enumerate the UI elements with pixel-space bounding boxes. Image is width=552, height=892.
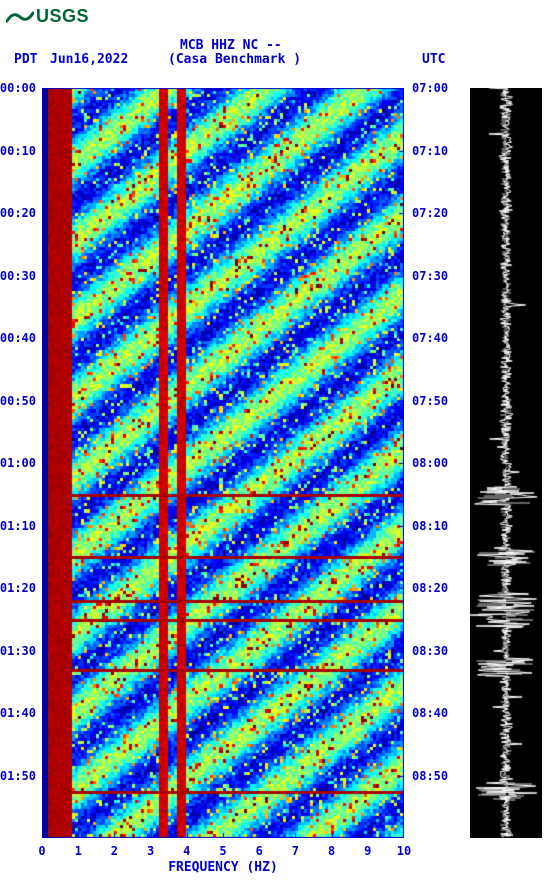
y-axis-right: 07:0007:1007:2007:3007:4007:5008:0008:10… (408, 88, 452, 838)
tz-right-label: UTC (422, 52, 445, 67)
y-tick-left: 01:30 (0, 644, 36, 658)
x-tick: 1 (75, 844, 82, 858)
x-axis-label: FREQUENCY (HZ) (42, 860, 404, 875)
spectrogram-plot (42, 88, 404, 838)
tz-left-label: PDT (14, 52, 37, 67)
y-tick-left: 00:20 (0, 206, 36, 220)
x-tick: 2 (111, 844, 118, 858)
y-axis-left: 00:0000:1000:2000:3000:4000:5001:0001:10… (0, 88, 40, 838)
y-tick-left: 01:00 (0, 456, 36, 470)
x-tick: 6 (256, 844, 263, 858)
y-tick-right: 07:40 (412, 331, 448, 345)
y-tick-right: 08:50 (412, 769, 448, 783)
y-tick-left: 00:50 (0, 394, 36, 408)
y-tick-right: 07:50 (412, 394, 448, 408)
waveform-canvas (470, 88, 542, 838)
usgs-logo: USGS (6, 6, 89, 27)
y-tick-right: 07:10 (412, 144, 448, 158)
y-tick-left: 00:40 (0, 331, 36, 345)
y-tick-left: 00:10 (0, 144, 36, 158)
x-tick: 10 (397, 844, 411, 858)
x-tick: 7 (292, 844, 299, 858)
header-date: Jun16,2022 (50, 52, 128, 67)
usgs-wave-icon (6, 8, 34, 26)
y-tick-right: 07:00 (412, 81, 448, 95)
spectrogram-canvas (42, 88, 404, 838)
y-tick-left: 01:50 (0, 769, 36, 783)
y-tick-right: 08:00 (412, 456, 448, 470)
y-tick-right: 08:40 (412, 706, 448, 720)
y-tick-left: 01:10 (0, 519, 36, 533)
x-tick: 4 (183, 844, 190, 858)
waveform-side-panel (470, 88, 542, 838)
x-tick: 3 (147, 844, 154, 858)
station-name: (Casa Benchmark ) (168, 52, 301, 67)
y-tick-right: 07:20 (412, 206, 448, 220)
y-tick-right: 08:10 (412, 519, 448, 533)
x-tick: 5 (219, 844, 226, 858)
y-tick-left: 00:30 (0, 269, 36, 283)
x-axis: FREQUENCY (HZ) 012345678910 (42, 838, 404, 878)
x-tick: 0 (38, 844, 45, 858)
x-tick: 8 (328, 844, 335, 858)
usgs-logo-text: USGS (36, 6, 89, 27)
y-tick-right: 07:30 (412, 269, 448, 283)
y-tick-left: 00:00 (0, 81, 36, 95)
y-tick-left: 01:20 (0, 581, 36, 595)
y-tick-right: 08:20 (412, 581, 448, 595)
y-tick-left: 01:40 (0, 706, 36, 720)
x-tick: 9 (364, 844, 371, 858)
y-tick-right: 08:30 (412, 644, 448, 658)
station-code: MCB HHZ NC -- (180, 38, 282, 53)
